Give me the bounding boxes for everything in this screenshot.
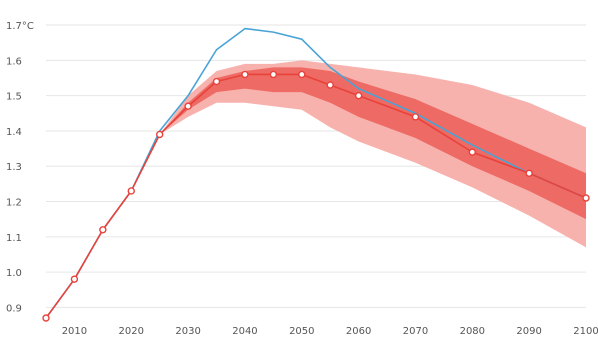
y-tick-label: 1.5 — [6, 92, 22, 103]
data-point — [70, 275, 79, 283]
y-tick-label: 1.7°C — [6, 21, 34, 32]
data-point — [42, 314, 50, 322]
x-tick-label: 2030 — [175, 326, 200, 337]
y-tick-label: 0.9 — [6, 303, 22, 314]
uncertainty-band — [159, 60, 586, 248]
x-tick-label: 2040 — [232, 326, 257, 337]
x-tick-label: 2090 — [516, 326, 541, 337]
data-point — [298, 70, 306, 79]
data-point — [269, 70, 278, 79]
data-point — [99, 226, 107, 234]
marker-layer — [42, 70, 590, 322]
x-tick-label: 2070 — [403, 326, 428, 337]
data-point — [411, 113, 420, 121]
data-point — [184, 102, 192, 110]
series-line — [45, 73, 587, 319]
y-tick-label: 1.1 — [6, 233, 22, 244]
line-layer — [45, 27, 587, 319]
x-tick-label: 2080 — [460, 326, 485, 337]
grid-layer — [46, 24, 586, 308]
y-tick-label: 1.2 — [6, 198, 22, 209]
y-tick-label: 1.6 — [6, 56, 22, 67]
x-tick-label: 2050 — [289, 326, 314, 337]
y-tick-label: 1.4 — [6, 127, 22, 138]
data-point — [582, 194, 590, 202]
tick-layer: 0.9 1.0 1.1 1.2 1.3 1.4 1.5 1.6 1.7°C 2010 2020 203… — [6, 21, 598, 337]
data-point — [326, 81, 334, 89]
data-point — [127, 187, 135, 195]
data-point — [155, 130, 164, 139]
x-tick-label: 2060 — [346, 326, 371, 337]
x-tick-label: 2010 — [62, 326, 87, 337]
data-point — [212, 77, 221, 86]
x-tick-label: 2020 — [119, 326, 144, 337]
band-layer — [159, 60, 586, 248]
uncertainty-band — [159, 67, 586, 220]
x-tick-label: 2100 — [573, 326, 598, 337]
y-tick-label: 1.0 — [6, 268, 22, 279]
data-point — [468, 148, 477, 156]
data-point — [241, 70, 249, 79]
data-point — [354, 91, 363, 100]
y-tick-label: 1.3 — [6, 162, 22, 173]
data-point — [525, 169, 533, 177]
